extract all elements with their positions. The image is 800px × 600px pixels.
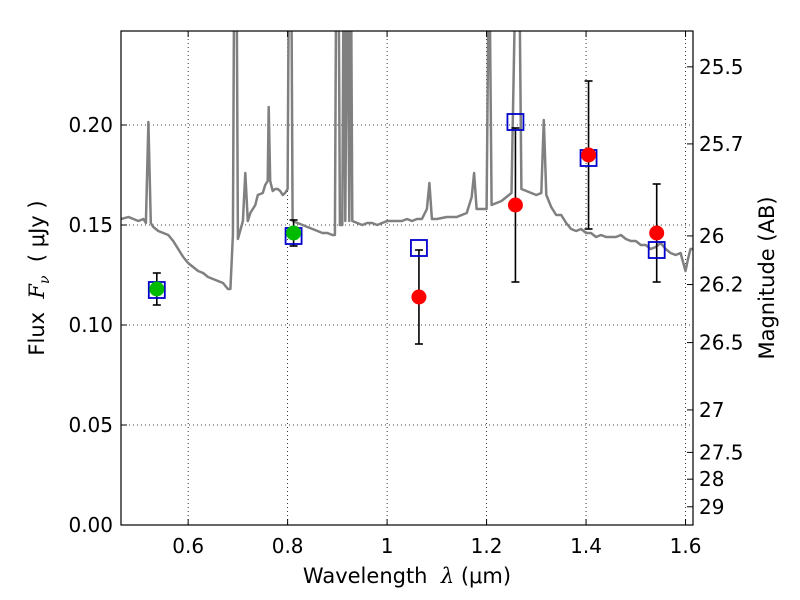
y2-tick-label: 25.7	[699, 132, 744, 156]
y2-tick-label: 26	[699, 224, 724, 248]
y2-tick-label: 26.2	[699, 273, 744, 297]
spectrum-line	[121, 31, 693, 291]
y2-tick-label: 27.5	[699, 440, 744, 464]
x-tick-label: 1	[381, 534, 394, 558]
y2-tick-label: 26.5	[699, 331, 744, 355]
model-photometry-square	[410, 239, 428, 257]
y2-tick-label: 25.5	[699, 55, 744, 79]
model-photometry-square	[647, 241, 666, 259]
y2-tick-label: 29	[699, 495, 724, 519]
plot-frame	[120, 30, 694, 526]
red-data-point	[507, 197, 523, 213]
x-tick-label: 0.6	[172, 534, 204, 558]
markers	[147, 113, 666, 305]
y2-axis-label: Magnitude (AB)	[755, 196, 779, 359]
red-data-point	[649, 225, 665, 241]
y-tick-label: 0.10	[68, 313, 113, 337]
y-tick-label: 0.20	[68, 113, 113, 137]
green-data-point	[149, 281, 165, 297]
grid	[121, 31, 693, 526]
model-photometry-square	[506, 113, 525, 131]
x-axis-label: Wavelength λ (μm)	[303, 564, 511, 588]
x-tick-label: 1.4	[570, 534, 602, 558]
y-tick-label: 0.15	[68, 213, 113, 237]
ticks: 0.6 0.8 1 1.2 1.4 1.6 0.00 0.05 0.10 0.15 0.20 25.5…	[68, 31, 744, 558]
plot-area	[121, 31, 693, 291]
x-tick-label: 1.2	[471, 534, 503, 558]
x-tick-label: 0.8	[272, 534, 304, 558]
y2-tick-label: 27	[699, 398, 724, 422]
series-layer	[121, 31, 693, 291]
error-bars	[152, 80, 661, 345]
green-data-point	[286, 225, 302, 241]
y2-tick-label: 28	[699, 467, 724, 491]
y-tick-label: 0.00	[68, 513, 113, 537]
y-tick-label: 0.05	[68, 413, 113, 437]
y-axis-label: Flux Fν ( μJy )	[25, 200, 53, 355]
red-data-point	[581, 147, 597, 163]
x-tick-label: 1.6	[670, 534, 702, 558]
red-data-point	[411, 289, 427, 305]
